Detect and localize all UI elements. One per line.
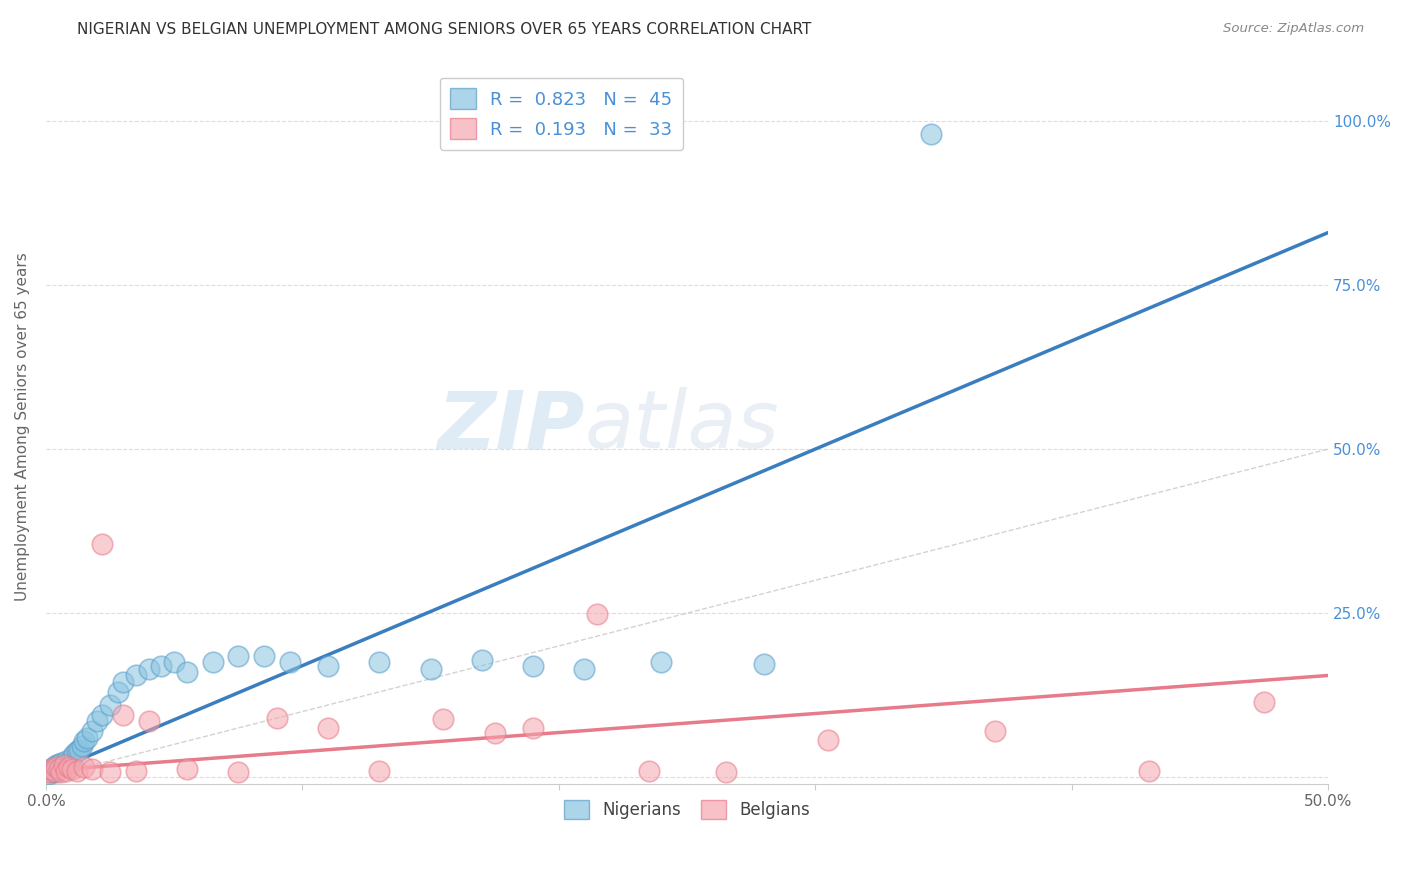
Point bbox=[39, 762, 62, 776]
Point bbox=[42, 764, 65, 778]
Text: atlas: atlas bbox=[585, 387, 779, 465]
Point bbox=[60, 762, 83, 776]
Point bbox=[82, 724, 104, 739]
Point bbox=[138, 714, 160, 729]
Point bbox=[586, 607, 609, 622]
Point bbox=[73, 734, 96, 748]
Point bbox=[714, 764, 737, 779]
Point bbox=[432, 713, 454, 727]
Point bbox=[1253, 695, 1275, 709]
Point bbox=[484, 725, 506, 739]
Point bbox=[266, 711, 288, 725]
Point bbox=[58, 757, 80, 772]
Point bbox=[419, 662, 441, 676]
Point bbox=[522, 721, 544, 735]
Point bbox=[368, 656, 391, 670]
Y-axis label: Unemployment Among Seniors over 65 years: Unemployment Among Seniors over 65 years bbox=[15, 252, 30, 600]
Point bbox=[316, 721, 339, 735]
Point bbox=[52, 758, 75, 772]
Legend: Nigerians, Belgians: Nigerians, Belgians bbox=[557, 793, 817, 825]
Point bbox=[42, 760, 65, 774]
Point bbox=[86, 714, 108, 729]
Point bbox=[38, 767, 60, 781]
Point bbox=[163, 656, 186, 670]
Point bbox=[52, 758, 75, 772]
Point bbox=[98, 764, 121, 779]
Point bbox=[278, 656, 301, 670]
Point bbox=[76, 731, 98, 745]
Point bbox=[138, 662, 160, 676]
Point bbox=[60, 750, 83, 764]
Point bbox=[39, 764, 62, 779]
Point bbox=[45, 758, 67, 772]
Point bbox=[637, 764, 659, 778]
Point bbox=[650, 656, 672, 670]
Point bbox=[253, 648, 276, 663]
Point bbox=[368, 764, 391, 778]
Point bbox=[39, 762, 62, 776]
Point bbox=[63, 747, 86, 762]
Point bbox=[48, 757, 70, 772]
Point bbox=[48, 762, 70, 776]
Point bbox=[920, 127, 942, 141]
Point bbox=[817, 733, 839, 747]
Point bbox=[107, 685, 129, 699]
Point bbox=[574, 662, 596, 676]
Point bbox=[67, 742, 90, 756]
Point bbox=[522, 658, 544, 673]
Point bbox=[984, 724, 1007, 739]
Point bbox=[42, 764, 65, 778]
Point bbox=[66, 744, 89, 758]
Point bbox=[201, 656, 224, 670]
Point bbox=[55, 754, 77, 768]
Point bbox=[66, 764, 89, 778]
Point bbox=[58, 760, 80, 774]
Point bbox=[226, 764, 249, 779]
Point bbox=[226, 648, 249, 663]
Point bbox=[51, 760, 73, 774]
Text: ZIP: ZIP bbox=[437, 387, 585, 465]
Point bbox=[316, 658, 339, 673]
Point bbox=[73, 760, 96, 774]
Point bbox=[38, 764, 60, 779]
Point bbox=[752, 657, 775, 672]
Point bbox=[55, 764, 77, 778]
Point bbox=[111, 707, 134, 722]
Point bbox=[82, 762, 104, 776]
Text: NIGERIAN VS BELGIAN UNEMPLOYMENT AMONG SENIORS OVER 65 YEARS CORRELATION CHART: NIGERIAN VS BELGIAN UNEMPLOYMENT AMONG S… bbox=[77, 22, 811, 37]
Point bbox=[91, 707, 114, 722]
Point bbox=[125, 668, 148, 682]
Text: Source: ZipAtlas.com: Source: ZipAtlas.com bbox=[1223, 22, 1364, 36]
Point bbox=[111, 675, 134, 690]
Point bbox=[51, 764, 73, 779]
Point bbox=[45, 764, 67, 779]
Point bbox=[471, 653, 494, 667]
Point bbox=[98, 698, 121, 712]
Point bbox=[48, 762, 70, 776]
Point bbox=[176, 762, 198, 776]
Point bbox=[150, 658, 173, 673]
Point bbox=[45, 760, 67, 774]
Point bbox=[51, 756, 73, 770]
Point bbox=[176, 665, 198, 680]
Point bbox=[70, 739, 93, 753]
Point bbox=[1137, 764, 1160, 778]
Point bbox=[91, 537, 114, 551]
Point bbox=[125, 764, 148, 778]
